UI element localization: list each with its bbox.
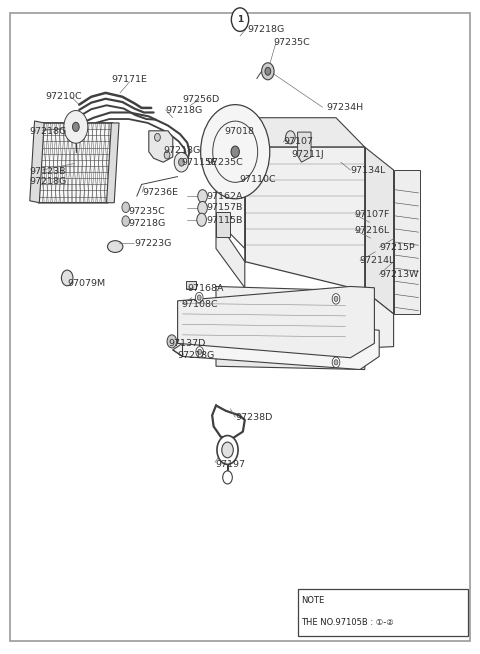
Text: NOTE: NOTE	[301, 596, 324, 605]
Circle shape	[197, 213, 206, 226]
Text: 97137D: 97137D	[168, 339, 205, 348]
Text: 97211J: 97211J	[292, 150, 324, 160]
Polygon shape	[216, 118, 245, 249]
Circle shape	[195, 292, 203, 303]
Circle shape	[197, 295, 201, 300]
Bar	[394, 170, 420, 314]
Text: 97216L: 97216L	[354, 226, 389, 235]
Text: 97218G: 97218G	[129, 218, 166, 228]
Circle shape	[222, 442, 233, 458]
Circle shape	[231, 146, 240, 158]
Polygon shape	[216, 286, 394, 348]
Polygon shape	[107, 123, 119, 203]
Ellipse shape	[108, 241, 123, 252]
Text: 97210C: 97210C	[46, 92, 82, 101]
Circle shape	[155, 133, 160, 141]
Circle shape	[332, 294, 340, 304]
Circle shape	[286, 131, 295, 144]
Text: THE NO.97105B : ①-②: THE NO.97105B : ①-②	[301, 618, 394, 627]
Polygon shape	[149, 131, 173, 162]
Text: 97115E: 97115E	[181, 158, 217, 167]
Text: 97110C: 97110C	[239, 175, 276, 184]
Text: 97218G: 97218G	[178, 351, 215, 360]
Circle shape	[61, 270, 73, 286]
Text: 97235C: 97235C	[129, 207, 166, 216]
Text: 97079M: 97079M	[67, 279, 105, 288]
Polygon shape	[216, 343, 365, 370]
Text: 97218G: 97218G	[30, 177, 67, 186]
Text: 97215P: 97215P	[379, 243, 415, 252]
Circle shape	[196, 347, 204, 357]
Text: 97218G: 97218G	[247, 25, 285, 34]
Text: 97218G: 97218G	[30, 127, 67, 136]
Text: 97108C: 97108C	[181, 300, 218, 309]
Circle shape	[179, 158, 184, 166]
Polygon shape	[365, 147, 394, 314]
Text: 97235C: 97235C	[274, 38, 311, 47]
Text: 97123B: 97123B	[30, 167, 66, 176]
Text: 97218G: 97218G	[166, 106, 203, 115]
Text: 97223G: 97223G	[134, 239, 172, 248]
Text: 97115B: 97115B	[206, 216, 243, 225]
Text: 97238D: 97238D	[235, 413, 273, 422]
Polygon shape	[178, 286, 374, 358]
Circle shape	[332, 357, 340, 368]
Circle shape	[164, 151, 170, 159]
Text: 1: 1	[237, 15, 243, 24]
Circle shape	[262, 63, 274, 80]
Polygon shape	[298, 132, 311, 162]
Text: 97171E: 97171E	[112, 75, 147, 84]
Polygon shape	[216, 219, 245, 288]
Text: 97214L: 97214L	[359, 256, 394, 266]
Polygon shape	[38, 123, 113, 203]
Circle shape	[198, 190, 207, 203]
Text: 97162A: 97162A	[206, 192, 243, 201]
Text: 97107F: 97107F	[354, 210, 390, 219]
FancyBboxPatch shape	[298, 589, 468, 636]
FancyBboxPatch shape	[10, 13, 470, 641]
Text: 97157B: 97157B	[206, 203, 243, 213]
Circle shape	[334, 296, 338, 301]
Circle shape	[217, 436, 238, 464]
Circle shape	[198, 201, 207, 215]
Circle shape	[64, 111, 88, 143]
Circle shape	[174, 152, 189, 172]
Polygon shape	[30, 121, 44, 203]
Circle shape	[201, 105, 270, 199]
Circle shape	[231, 8, 249, 31]
Polygon shape	[216, 118, 365, 147]
Circle shape	[223, 471, 232, 484]
Circle shape	[167, 335, 177, 348]
Text: 97197: 97197	[215, 460, 245, 469]
Text: 97018: 97018	[225, 127, 254, 136]
Text: 97213W: 97213W	[379, 270, 419, 279]
Polygon shape	[245, 147, 365, 291]
Circle shape	[265, 67, 271, 75]
Text: 97235C: 97235C	[206, 158, 243, 167]
Circle shape	[334, 360, 338, 365]
Circle shape	[72, 122, 79, 131]
Circle shape	[122, 216, 130, 226]
Text: 97107: 97107	[283, 137, 313, 146]
Circle shape	[198, 349, 202, 354]
Text: 97168A: 97168A	[187, 284, 224, 293]
Text: 97256D: 97256D	[182, 95, 220, 104]
Bar	[186, 281, 196, 289]
Text: 97236E: 97236E	[142, 188, 178, 197]
Text: 97218G: 97218G	[163, 146, 201, 155]
Circle shape	[122, 202, 130, 213]
Text: 97134L: 97134L	[350, 165, 386, 175]
Bar	[216, 212, 230, 237]
Polygon shape	[173, 328, 379, 370]
Text: 97234H: 97234H	[326, 103, 363, 112]
